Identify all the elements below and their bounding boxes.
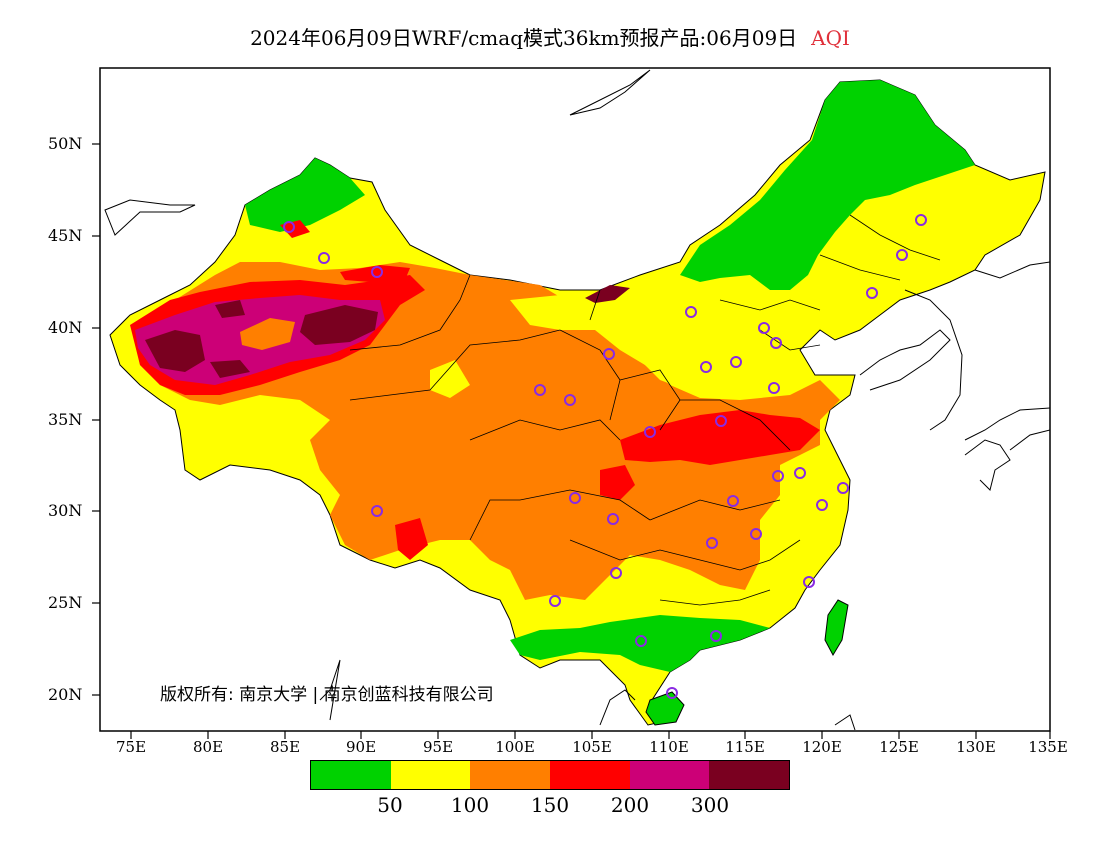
station-marker bbox=[534, 384, 546, 396]
station-marker bbox=[750, 528, 762, 540]
station-marker bbox=[768, 382, 780, 394]
south-good-area bbox=[510, 615, 770, 672]
y-tick-label: 30N bbox=[48, 501, 83, 520]
northeast-good-area bbox=[680, 80, 975, 290]
station-marker bbox=[666, 687, 678, 699]
station-marker bbox=[644, 426, 656, 438]
x-tick-label: 120E bbox=[802, 738, 842, 756]
hainan-island bbox=[645, 691, 685, 726]
sichuan-red-area bbox=[600, 465, 635, 500]
x-tick-label: 95E bbox=[422, 738, 454, 756]
y-tick-label: 50N bbox=[48, 134, 83, 153]
x-tick-label: 105E bbox=[572, 738, 612, 756]
station-marker bbox=[635, 635, 647, 647]
station-marker bbox=[710, 630, 722, 642]
north-yellow-band bbox=[510, 295, 820, 400]
aqi-legend bbox=[310, 760, 790, 790]
legend-swatch bbox=[390, 761, 471, 789]
station-marker bbox=[816, 499, 828, 511]
station-marker bbox=[318, 252, 330, 264]
legend-label: 300 bbox=[690, 793, 730, 817]
station-marker bbox=[866, 287, 878, 299]
station-marker bbox=[610, 567, 622, 579]
inner-mongolia-red-area bbox=[585, 285, 630, 303]
x-tick-label: 135E bbox=[1028, 738, 1068, 756]
station-marker bbox=[371, 266, 383, 278]
tarim-maroon-east bbox=[300, 305, 378, 345]
neighbour-coastlines bbox=[104, 69, 1050, 731]
map-frame bbox=[99, 67, 1051, 732]
central-yellow-patch bbox=[430, 360, 470, 398]
x-tick-label: 90E bbox=[345, 738, 377, 756]
station-marker bbox=[770, 337, 782, 349]
y-ticks bbox=[92, 143, 100, 696]
station-marker bbox=[794, 467, 806, 479]
dzungaria-red-area bbox=[340, 265, 410, 282]
station-marker bbox=[700, 361, 712, 373]
legend-label: 50 bbox=[377, 793, 403, 817]
legend-swatch bbox=[470, 761, 551, 789]
x-tick-label: 130E bbox=[956, 738, 996, 756]
station-marker bbox=[706, 537, 718, 549]
x-ticks bbox=[130, 731, 1051, 739]
x-tick-label: 85E bbox=[269, 738, 301, 756]
legend-swatch bbox=[550, 761, 630, 789]
x-tick-label: 100E bbox=[495, 738, 535, 756]
tibet-red-area bbox=[395, 518, 428, 560]
x-tick-label: 80E bbox=[192, 738, 224, 756]
station-marker bbox=[569, 492, 581, 504]
legend-swatch bbox=[629, 761, 710, 789]
title-main: 2024年06月09日WRF/cmaq模式36km预报产品:06月09日 bbox=[250, 26, 798, 50]
station-marker bbox=[727, 495, 739, 507]
station-marker bbox=[564, 394, 576, 406]
legend-swatch bbox=[709, 761, 790, 789]
station-marker bbox=[896, 249, 908, 261]
north-china-red-area bbox=[620, 410, 820, 465]
y-tick-label: 35N bbox=[48, 410, 83, 429]
tarim-maroon-west bbox=[145, 330, 205, 372]
tarim-maroon-south bbox=[210, 360, 250, 378]
tarim-orange-center bbox=[240, 318, 295, 350]
station-marker bbox=[803, 576, 815, 588]
y-tick-label: 40N bbox=[48, 318, 83, 337]
copyright-text: 版权所有: 南京大学 | 南京创蓝科技有限公司 bbox=[160, 685, 494, 705]
y-tick-label: 25N bbox=[48, 593, 83, 612]
legend-label: 150 bbox=[530, 793, 570, 817]
station-marker bbox=[549, 595, 561, 607]
station-marker bbox=[915, 214, 927, 226]
station-marker bbox=[371, 505, 383, 517]
y-tick-label: 45N bbox=[48, 226, 83, 245]
northwest-good-area bbox=[245, 158, 365, 232]
x-tick-label: 115E bbox=[725, 738, 765, 756]
station-markers bbox=[283, 214, 927, 699]
y-tick-label: 20N bbox=[48, 685, 83, 704]
station-marker bbox=[715, 415, 727, 427]
title-variable: AQI bbox=[811, 26, 850, 50]
station-marker bbox=[283, 221, 295, 233]
map-title: 2024年06月09日WRF/cmaq模式36km预报产品:06月09日 AQI bbox=[0, 22, 1100, 51]
northwest-red-spot bbox=[280, 220, 310, 238]
station-marker bbox=[730, 356, 742, 368]
legend-swatch bbox=[311, 761, 391, 789]
station-marker bbox=[772, 470, 784, 482]
tarim-maroon-north bbox=[215, 300, 245, 318]
station-marker bbox=[685, 306, 697, 318]
legend-label: 200 bbox=[610, 793, 650, 817]
x-tick-label: 110E bbox=[649, 738, 689, 756]
station-marker bbox=[758, 322, 770, 334]
taiwan-island bbox=[824, 599, 849, 657]
x-tick-label: 75E bbox=[115, 738, 147, 756]
x-tick-label: 125E bbox=[879, 738, 919, 756]
legend-label: 100 bbox=[450, 793, 490, 817]
station-marker bbox=[837, 482, 849, 494]
station-marker bbox=[607, 513, 619, 525]
station-marker bbox=[603, 348, 615, 360]
province-borders bbox=[349, 214, 941, 606]
